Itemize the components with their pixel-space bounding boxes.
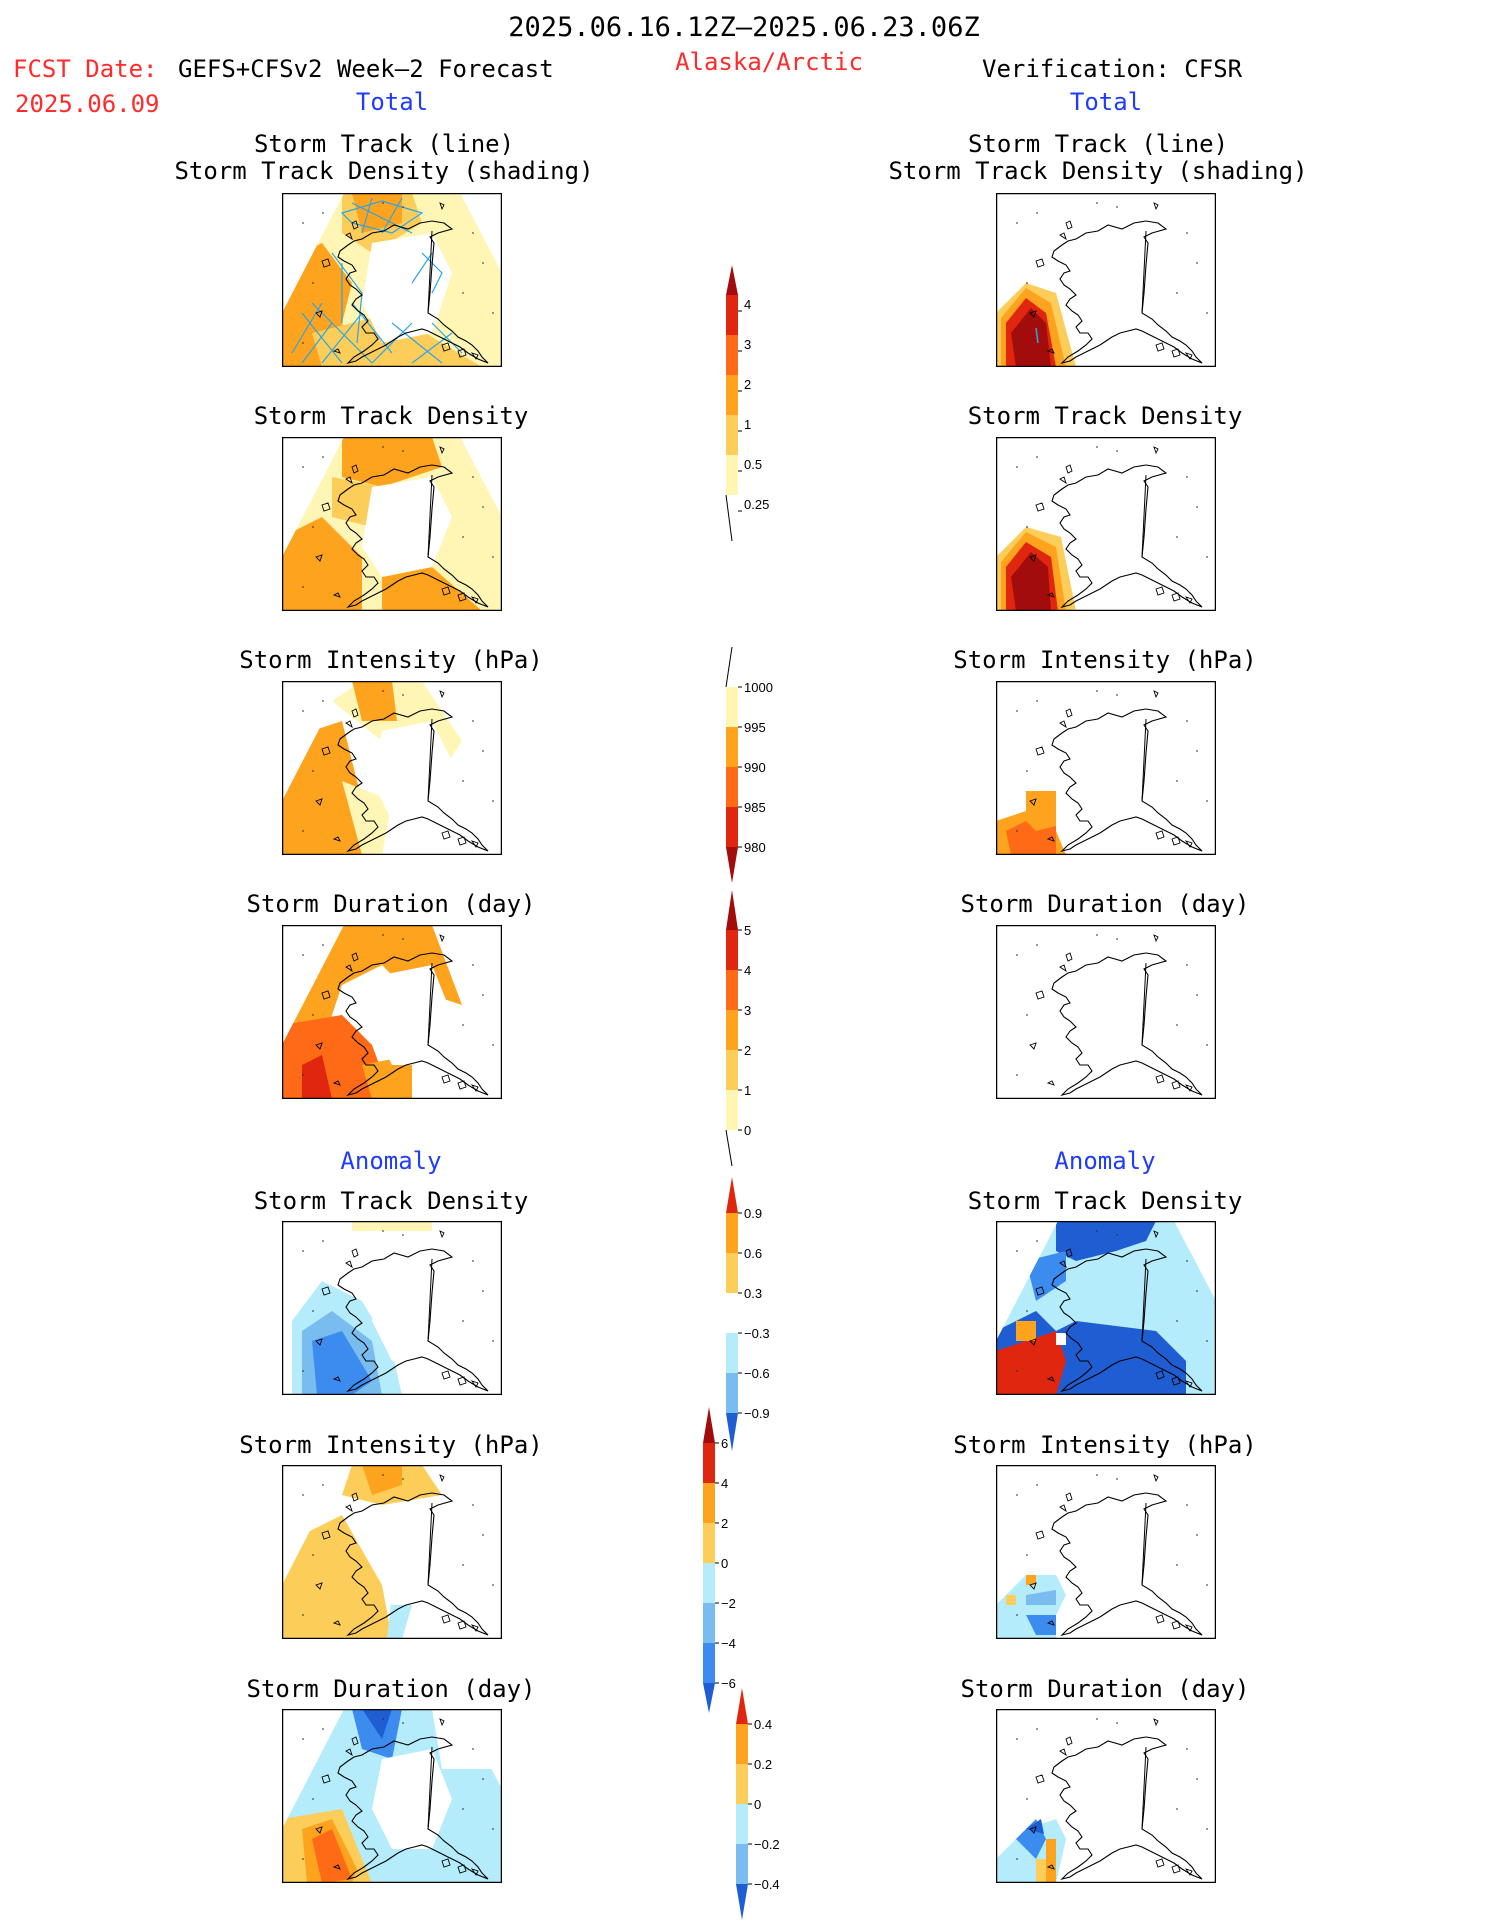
map-fcst-storm-track	[282, 193, 502, 367]
panel-title-density-right: Storm Track Density	[967, 402, 1243, 430]
colorbar-duration-anom: 0.4 0.2 0 −0.2 −0.4	[736, 1688, 780, 1920]
forecast-period-title: 2025.06.16.12Z–2025.06.23.06Z	[508, 12, 980, 43]
panel-title-track-line: Storm Track (line)	[967, 130, 1229, 158]
panel-title-anom-duration-right: Storm Duration (day)	[960, 1675, 1250, 1703]
cbar-density-anom-label-09: 0.9	[744, 1206, 762, 1221]
cbar-density-total-label-4: 4	[744, 297, 751, 312]
cbar-density-total-label-05: 0.5	[744, 457, 762, 472]
cbar-density-total-label-2: 2	[744, 377, 751, 392]
cbar-density-anom-label-m06: −0.6	[744, 1366, 770, 1381]
map-fcst-anom-duration	[282, 1709, 502, 1883]
cbar-duration-total-label-2: 2	[744, 1043, 751, 1058]
fcst-model-label: GEFS+CFSv2 Week–2 Forecast	[178, 55, 554, 83]
anomaly-heading-right: Anomaly	[1054, 1147, 1156, 1175]
cbar-duration-anom-label-02: 0.2	[754, 1757, 772, 1772]
map-fcst-duration	[282, 925, 502, 1099]
verification-label: Verification: CFSR	[982, 55, 1243, 83]
cbar-intensity-anom-label-m4: −4	[721, 1636, 736, 1651]
panel-title-duration-right: Storm Duration (day)	[960, 890, 1250, 918]
map-cfsr-density	[996, 437, 1216, 611]
map-cfsr-anom-intensity	[996, 1465, 1216, 1639]
cbar-intensity-anom-label-m2: −2	[721, 1596, 736, 1611]
cbar-density-anom-label-03: 0.3	[744, 1286, 762, 1301]
cbar-intensity-anom-label-2: 2	[721, 1516, 728, 1531]
total-heading-left: Total	[355, 88, 429, 116]
map-fcst-anom-intensity	[282, 1465, 502, 1639]
colorbar-intensity-total: 1000 995 990 985 980	[725, 647, 773, 883]
panel-title-intensity-right: Storm Intensity (hPa)	[953, 646, 1257, 674]
map-cfsr-anom-duration	[996, 1709, 1216, 1883]
cbar-duration-anom-label-0: 0	[754, 1797, 761, 1812]
cbar-duration-total-label-1: 1	[744, 1083, 751, 1098]
total-heading-right: Total	[1069, 88, 1143, 116]
cbar-intensity-anom-label-4: 4	[721, 1476, 728, 1491]
cbar-density-total-label-1: 1	[744, 417, 751, 432]
colorbar-duration-total: 5 4 3 2 1 0	[725, 890, 751, 1167]
anomaly-heading-left: Anomaly	[340, 1147, 442, 1175]
cbar-density-anom-label-m09: −0.9	[744, 1406, 770, 1421]
cbar-duration-total-label-3: 3	[744, 1003, 751, 1018]
panel-title-anom-duration-left: Storm Duration (day)	[246, 1675, 536, 1703]
cbar-duration-anom-label-04: 0.4	[754, 1717, 772, 1732]
panel-title-track-shading: Storm Track Density (shading)	[888, 157, 1308, 185]
cbar-intensity-anom-label-0: 0	[721, 1556, 728, 1571]
map-cfsr-intensity	[996, 681, 1216, 855]
map-fcst-density	[282, 437, 502, 611]
map-cfsr-storm-track	[996, 193, 1216, 367]
map-cfsr-duration	[996, 925, 1216, 1099]
cbar-density-anom-label-06: 0.6	[744, 1246, 762, 1261]
panel-title-anom-intensity-right: Storm Intensity (hPa)	[953, 1431, 1257, 1459]
fcst-date-value: 2025.06.09	[15, 90, 160, 118]
panel-title-duration-left: Storm Duration (day)	[246, 890, 536, 918]
panel-title-track-shading: Storm Track Density (shading)	[174, 157, 594, 185]
panel-title-track-right: Storm Track (line) Storm Track Density (…	[888, 131, 1307, 185]
cbar-duration-total-label-0: 0	[744, 1123, 751, 1138]
cbar-intensity-total-label-995: 995	[744, 720, 766, 735]
fcst-date-label: FCST Date:	[13, 55, 158, 83]
cbar-intensity-total-label-980: 980	[744, 840, 766, 855]
cbar-duration-total-label-5: 5	[744, 923, 751, 938]
colorbar-intensity-anom: 6 4 2 0 −2 −4 −6	[703, 1407, 736, 1713]
cbar-intensity-total-label-990: 990	[744, 760, 766, 775]
cbar-intensity-total-label-1000: 1000	[744, 680, 773, 695]
panel-title-track-line: Storm Track (line)	[253, 130, 515, 158]
panel-title-density-left: Storm Track Density	[253, 402, 529, 430]
colorbar-density-anom: 0.9 0.6 0.3 −0.3 −0.6 −0.9	[726, 1177, 770, 1451]
colorbar-density-total: 4 3 2 1 0.5 0.25	[725, 265, 769, 542]
map-cfsr-anom-density	[996, 1221, 1216, 1395]
cbar-duration-anom-label-m02: −0.2	[754, 1837, 780, 1852]
cbar-density-total-label-025: 0.25	[744, 497, 769, 512]
cbar-intensity-anom-label-6: 6	[721, 1436, 728, 1451]
panel-title-track-left: Storm Track (line) Storm Track Density (…	[174, 131, 593, 185]
panel-title-anom-density-left: Storm Track Density	[253, 1187, 529, 1215]
cbar-density-total-label-3: 3	[744, 337, 751, 352]
panel-title-intensity-left: Storm Intensity (hPa)	[239, 646, 543, 674]
map-fcst-anom-density	[282, 1221, 502, 1395]
region-label: Alaska/Arctic	[675, 48, 863, 76]
panel-title-anom-density-right: Storm Track Density	[967, 1187, 1243, 1215]
cbar-duration-total-label-4: 4	[744, 963, 751, 978]
cbar-intensity-total-label-985: 985	[744, 800, 766, 815]
cbar-intensity-anom-label-m6: −6	[721, 1676, 736, 1691]
cbar-duration-anom-label-m04: −0.4	[754, 1877, 780, 1892]
cbar-density-anom-label-m03: −0.3	[744, 1326, 770, 1341]
panel-title-anom-intensity-left: Storm Intensity (hPa)	[239, 1431, 543, 1459]
map-fcst-intensity	[282, 681, 502, 855]
